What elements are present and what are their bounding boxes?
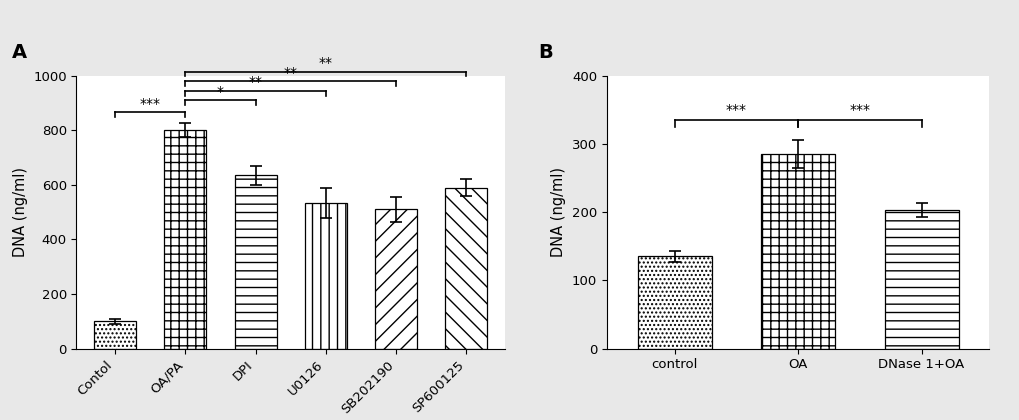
Y-axis label: DNA (ng/ml): DNA (ng/ml) bbox=[12, 167, 28, 257]
Text: **: ** bbox=[283, 66, 298, 80]
Text: *: * bbox=[217, 85, 224, 99]
Bar bbox=[94, 321, 137, 349]
Bar bbox=[375, 209, 417, 349]
Bar bbox=[444, 187, 487, 349]
Y-axis label: DNA (ng/ml): DNA (ng/ml) bbox=[551, 167, 566, 257]
Bar bbox=[164, 130, 206, 349]
Text: ***: *** bbox=[140, 97, 161, 111]
Text: B: B bbox=[538, 43, 552, 62]
Bar bbox=[883, 210, 958, 349]
Bar bbox=[760, 154, 835, 349]
Text: **: ** bbox=[249, 75, 262, 89]
Text: A: A bbox=[12, 43, 28, 62]
Bar bbox=[234, 175, 276, 349]
Text: ***: *** bbox=[849, 102, 869, 116]
Text: **: ** bbox=[319, 56, 332, 70]
Bar bbox=[305, 202, 346, 349]
Bar bbox=[637, 257, 711, 349]
Text: ***: *** bbox=[726, 102, 746, 116]
